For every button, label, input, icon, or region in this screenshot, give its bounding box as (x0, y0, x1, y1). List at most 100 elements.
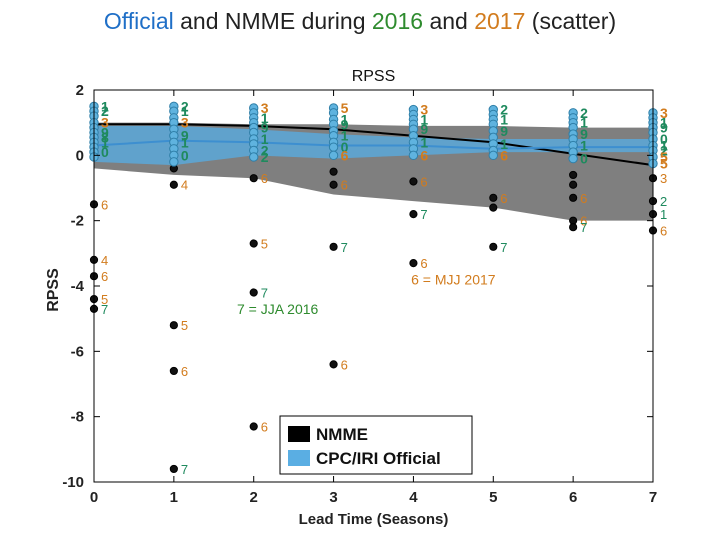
nmme-point-label-15: 6 (341, 178, 348, 193)
nmme-point-12 (249, 288, 258, 297)
title-2017: 2017 (474, 8, 526, 34)
annotation-0: 6 = MJJ 2017 (411, 271, 496, 287)
nmme-point-21 (489, 193, 498, 202)
title-text-b: and (423, 8, 475, 34)
official-point-label-73: 1 (660, 138, 668, 154)
nmme-point-label-18: 6 (420, 174, 427, 189)
y-tick-label-6: 2 (76, 82, 84, 99)
nmme-median-line (94, 123, 654, 167)
official-point-66 (568, 153, 578, 164)
official-point-57 (488, 150, 498, 161)
nmme-point-23 (489, 242, 498, 251)
nmme-point-label-4: 6 (101, 197, 108, 212)
nmme-point-label-26: 6 (580, 191, 587, 206)
official-point-label-72: 0 (660, 131, 668, 147)
title-text-a: and NMME during (173, 8, 372, 34)
nmme-point-label-11: 5 (261, 237, 268, 252)
official-point-label-76: 5 (660, 156, 668, 172)
nmme-point-18 (409, 177, 418, 186)
official-point-label-0: 1 (101, 98, 109, 114)
official-point-label-75: 5 (660, 149, 668, 165)
official-point-label-7: 1 (101, 134, 109, 150)
official-median-line (93, 139, 653, 150)
official-point-label-66: 0 (580, 151, 588, 167)
nmme-point-17 (329, 360, 338, 369)
nmme-point-25 (569, 180, 578, 189)
legend-box (279, 415, 473, 475)
nmme-point-label-30: 2 (660, 194, 667, 209)
x-axis-label: Lead Time (Seasons) (299, 511, 449, 528)
nmme-point-20 (409, 259, 418, 268)
y-tick-label-0: -10 (62, 474, 84, 491)
official-point-label-36: 1 (341, 128, 349, 144)
official-point-38 (328, 142, 339, 152)
nmme-point-label-8: 6 (181, 364, 188, 379)
nmme-point-10 (249, 174, 258, 183)
official-point-label-44: 9 (420, 121, 428, 137)
official-point-label-42: 1 (420, 111, 428, 127)
nmme-point-label-3: 7 (101, 302, 108, 317)
nmme-point-label-10: 6 (261, 171, 268, 186)
official-point-label-74: 2 (660, 142, 668, 158)
official-point-label-11: 2 (181, 98, 189, 114)
x-tick-label-6: 6 (569, 489, 577, 506)
nmme-point-label-27: 6 (580, 214, 587, 229)
official-point-label-23: 1 (261, 110, 269, 126)
official-point-label-14: 3 (181, 115, 189, 131)
point-layer: 4657645676576676676676673216123981021391… (89, 98, 668, 477)
nmme-point-8 (169, 366, 178, 376)
x-tick-label-4: 4 (409, 489, 418, 506)
x-tick-label-7: 7 (649, 489, 657, 506)
y-tick-label-3: -4 (71, 278, 85, 295)
nmme-point-label-23: 7 (500, 240, 507, 255)
official-point-label-1: 2 (101, 103, 109, 119)
chart-title: RPSS (352, 68, 396, 85)
official-point-label-21: 3 (261, 100, 269, 116)
nmme-point-label-20: 6 (420, 256, 427, 271)
nmme-point-label-29: 3 (660, 171, 667, 186)
official-point-20 (169, 157, 179, 167)
nmme-point-label-0: 4 (101, 253, 108, 268)
legend: NMME CPC/IRI Official (279, 415, 473, 475)
legend-swatch-0 (288, 426, 310, 442)
official-point-label-64: 1 (580, 138, 588, 154)
official-point-48 (408, 150, 419, 161)
nmme-point-label-2: 5 (101, 292, 108, 307)
nmme-point-22 (489, 203, 498, 212)
nmme-point-14 (329, 167, 338, 176)
nmme-point-9 (169, 464, 178, 474)
official-point-label-70: 9 (660, 120, 668, 136)
nmme-point-label-6: 4 (181, 178, 188, 193)
nmme-point-label-16: 7 (341, 240, 348, 255)
official-point-label-31: 5 (341, 100, 349, 116)
legend-swatch-1 (288, 450, 310, 466)
nmme-point-15 (329, 180, 338, 189)
official-point-label-48: 6 (420, 147, 428, 163)
official-point-label-27: 1 (261, 131, 269, 147)
official-point-label-38: 0 (341, 139, 349, 155)
legend-label-0: NMME (316, 425, 368, 444)
official-point-label-46: 1 (420, 134, 428, 150)
official-point-label-5: 9 (101, 124, 109, 140)
official-point-label-19: 0 (181, 147, 189, 163)
official-point-label-3: 3 (101, 115, 109, 131)
nmme-point-16 (329, 242, 338, 251)
nmme-point-label-12: 7 (261, 286, 268, 301)
official-point-label-53: 9 (500, 123, 508, 139)
nmme-point-label-31: 1 (660, 207, 667, 222)
y-tick-label-2: -6 (71, 343, 84, 360)
y-tick-label-4: -2 (71, 213, 84, 230)
nmme-point-label-1: 6 (101, 269, 108, 284)
official-point-label-6: 8 (101, 129, 109, 145)
nmme-point-label-13: 6 (261, 419, 268, 434)
nmme-point-label-7: 5 (181, 318, 188, 333)
y-axis-label: RPSS (45, 268, 62, 312)
nmme-point-13 (249, 422, 258, 431)
nmme-point-label-32: 6 (660, 223, 667, 238)
official-point-label-25: 9 (261, 120, 269, 136)
official-point-30 (249, 152, 259, 162)
official-point-label-58: 2 (580, 105, 588, 121)
official-point-label-49: 2 (500, 102, 508, 118)
